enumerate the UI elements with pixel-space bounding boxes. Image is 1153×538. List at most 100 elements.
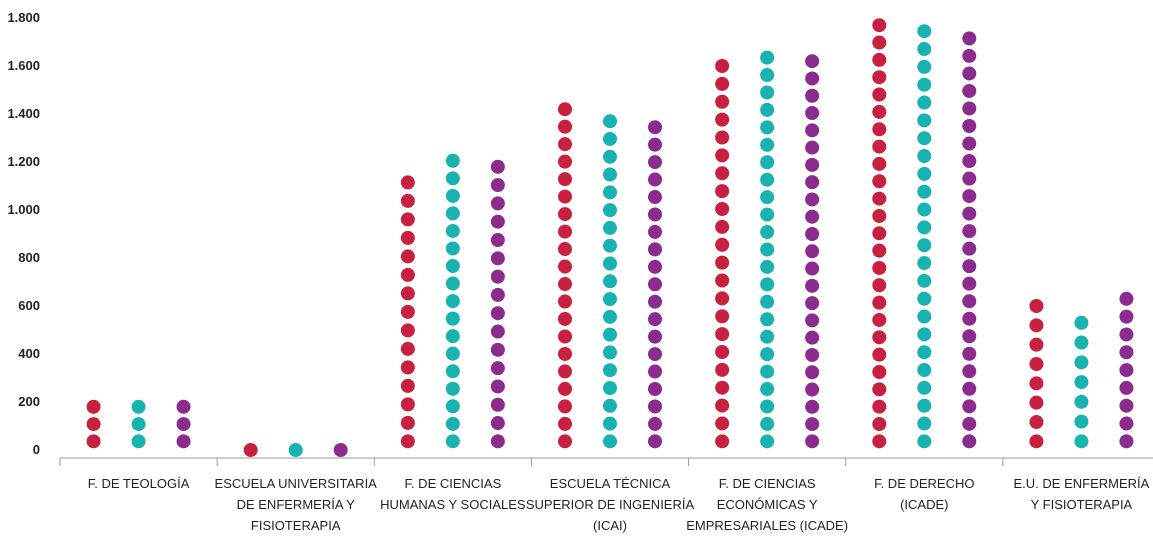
data-dot [490, 251, 505, 266]
data-dot [760, 259, 775, 274]
data-dot [1074, 434, 1089, 449]
data-dot [558, 311, 572, 326]
data-dot [603, 203, 617, 218]
data-dot [648, 294, 662, 309]
data-dot [1074, 414, 1089, 429]
data-dot [962, 346, 977, 361]
data-dot [715, 201, 730, 216]
data-dot [490, 178, 505, 193]
data-dot [445, 223, 460, 238]
data-dot [603, 381, 617, 395]
data-dot [872, 18, 887, 33]
data-dot [603, 274, 617, 289]
data-dot [400, 415, 415, 430]
data-dot [558, 277, 572, 292]
data-dot [805, 106, 820, 121]
data-dot [872, 278, 887, 293]
data-dot [400, 323, 415, 338]
data-dot [962, 311, 977, 326]
data-dot [917, 238, 932, 253]
data-dot [715, 291, 730, 306]
data-dot [805, 209, 820, 224]
data-dot [917, 24, 932, 39]
data-dot [603, 309, 617, 324]
data-dot [760, 416, 775, 431]
category-label: F. DE DERECHO [874, 476, 974, 491]
data-dot [400, 249, 415, 264]
data-dot [917, 113, 932, 128]
data-dot [872, 295, 887, 310]
data-dot [962, 381, 977, 396]
data-dot [962, 241, 977, 256]
data-dot [603, 256, 617, 271]
data-dot [648, 312, 662, 327]
data-dot [1119, 363, 1134, 378]
data-dot [962, 31, 977, 46]
data-dot [917, 95, 932, 110]
data-dot [445, 188, 460, 203]
data-dot [1074, 315, 1089, 330]
data-dot [962, 364, 977, 379]
data-dot [131, 434, 146, 449]
data-dot [917, 416, 932, 431]
data-dot [400, 267, 415, 282]
data-dot [648, 190, 662, 205]
data-dot [603, 345, 617, 360]
data-dot [648, 399, 662, 414]
data-dot [872, 382, 887, 397]
category-label: E.U. DE ENFERMERÍA [1014, 476, 1150, 491]
data-dot [648, 416, 662, 431]
data-dot [962, 224, 977, 239]
data-dot [558, 137, 572, 152]
y-tick-label: 1.000 [7, 202, 40, 217]
data-dot [603, 220, 617, 235]
data-dot [715, 184, 730, 199]
data-dot [445, 311, 460, 326]
data-dot [917, 256, 932, 271]
data-dot [917, 220, 932, 235]
data-dot [648, 155, 662, 170]
data-dot [872, 70, 887, 85]
data-dot [445, 259, 460, 274]
data-dot [445, 171, 460, 186]
data-dot [1029, 376, 1044, 391]
data-dot [131, 417, 146, 432]
category-label: F. DE CIENCIAS [404, 476, 501, 491]
data-dot [1119, 380, 1134, 395]
data-dot [603, 131, 617, 146]
data-dot [1029, 357, 1044, 372]
data-dot [558, 416, 572, 431]
y-tick-label: 600 [18, 298, 40, 313]
data-dot [805, 157, 820, 172]
data-dot [1029, 415, 1044, 430]
data-dot [558, 364, 572, 379]
data-dot [962, 276, 977, 291]
data-dot [872, 417, 887, 432]
data-dot [243, 443, 258, 457]
data-dot [603, 238, 617, 253]
data-dot [872, 87, 887, 102]
category-label: Y FISIOTERAPIA [1031, 497, 1133, 512]
data-dot [962, 206, 977, 221]
data-dot [648, 382, 662, 396]
data-dot [872, 347, 887, 362]
y-axis: 0 200 400 600 800 1.000 1.200 1.400 1.600 1.800 [7, 10, 40, 457]
y-tick-label: 200 [18, 394, 40, 409]
data-dot [490, 196, 505, 211]
data-dot [917, 184, 932, 199]
data-dot [400, 304, 415, 319]
data-dot [760, 155, 775, 170]
data-dot [648, 347, 662, 362]
category-label: (ICADE) [900, 497, 948, 512]
data-dot [648, 207, 662, 222]
data-dot [558, 399, 572, 414]
category-label: EMPRESARIALES (ICADE) [686, 518, 848, 533]
data-dot [715, 130, 730, 145]
data-dot [490, 159, 505, 174]
data-dot [490, 379, 505, 394]
data-dot [490, 434, 505, 449]
data-dot [1074, 335, 1089, 350]
data-dot [603, 434, 617, 449]
data-dot [805, 71, 820, 86]
